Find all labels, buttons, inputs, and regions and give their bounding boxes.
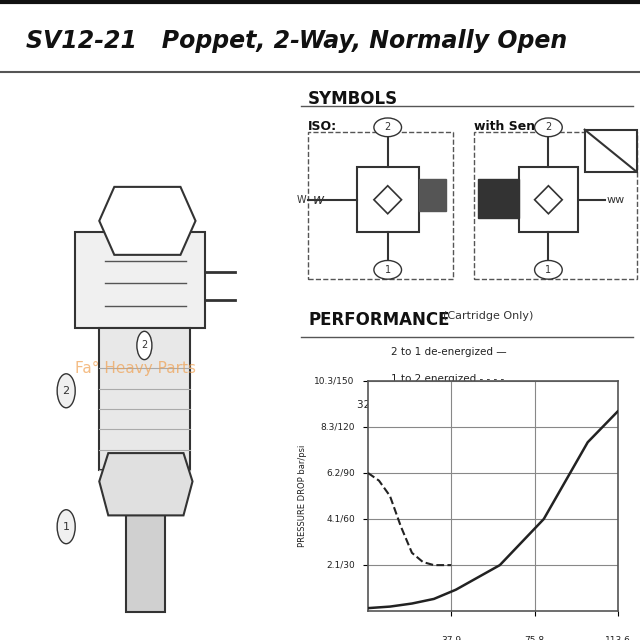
Polygon shape — [126, 515, 165, 612]
Text: 2: 2 — [545, 122, 552, 132]
Text: SYMBOLS: SYMBOLS — [308, 90, 398, 108]
Circle shape — [57, 374, 76, 408]
Text: ww: ww — [607, 195, 625, 205]
Text: 1: 1 — [385, 265, 391, 275]
Text: ISO:: ISO: — [308, 120, 337, 133]
Polygon shape — [374, 186, 401, 214]
Text: 4.1/60: 4.1/60 — [326, 515, 355, 524]
Text: w: w — [313, 193, 324, 207]
Text: 113.6
30: 113.6 30 — [605, 636, 630, 640]
Text: W: W — [296, 195, 306, 205]
Text: with Sensor:: with Sensor: — [474, 120, 562, 133]
Text: PRESSURE DROP bar/psi: PRESSURE DROP bar/psi — [298, 445, 307, 547]
Text: 2: 2 — [63, 386, 70, 396]
Text: 10.3/150: 10.3/150 — [314, 376, 355, 385]
Polygon shape — [477, 179, 519, 218]
Text: 8.3/120: 8.3/120 — [320, 422, 355, 431]
Polygon shape — [585, 130, 637, 172]
Polygon shape — [519, 167, 578, 232]
Polygon shape — [76, 232, 205, 328]
Text: 37.9
10: 37.9 10 — [441, 636, 461, 640]
Polygon shape — [419, 179, 447, 211]
Circle shape — [534, 118, 562, 137]
Circle shape — [534, 260, 562, 279]
Text: 2 to 1 de-energized —: 2 to 1 de-energized — — [391, 347, 507, 357]
Circle shape — [374, 260, 401, 279]
Polygon shape — [356, 167, 419, 232]
Circle shape — [57, 509, 76, 544]
Text: (Cartridge Only): (Cartridge Only) — [443, 310, 533, 321]
Text: 1: 1 — [545, 265, 552, 275]
Polygon shape — [99, 453, 193, 515]
Text: 32 cSt/150 sus oil at 40°C: 32 cSt/150 sus oil at 40°C — [356, 401, 492, 410]
Text: 2.1/30: 2.1/30 — [326, 561, 355, 570]
Polygon shape — [534, 186, 563, 214]
Polygon shape — [99, 187, 196, 255]
Text: 1 to 2 energized - - - -: 1 to 2 energized - - - - — [391, 374, 504, 384]
Text: 2: 2 — [385, 122, 391, 132]
Text: 75.8
20: 75.8 20 — [525, 636, 545, 640]
Polygon shape — [99, 328, 189, 470]
Text: SV12-21   Poppet, 2-Way, Normally Open: SV12-21 Poppet, 2-Way, Normally Open — [26, 29, 567, 53]
Text: 1: 1 — [63, 522, 70, 532]
Circle shape — [137, 332, 152, 360]
Text: 2: 2 — [141, 340, 147, 351]
Circle shape — [374, 118, 401, 137]
Text: Fa° Heavy Parts: Fa° Heavy Parts — [75, 360, 196, 376]
Text: 6.2/90: 6.2/90 — [326, 468, 355, 477]
Text: PERFORMANCE: PERFORMANCE — [308, 310, 450, 328]
